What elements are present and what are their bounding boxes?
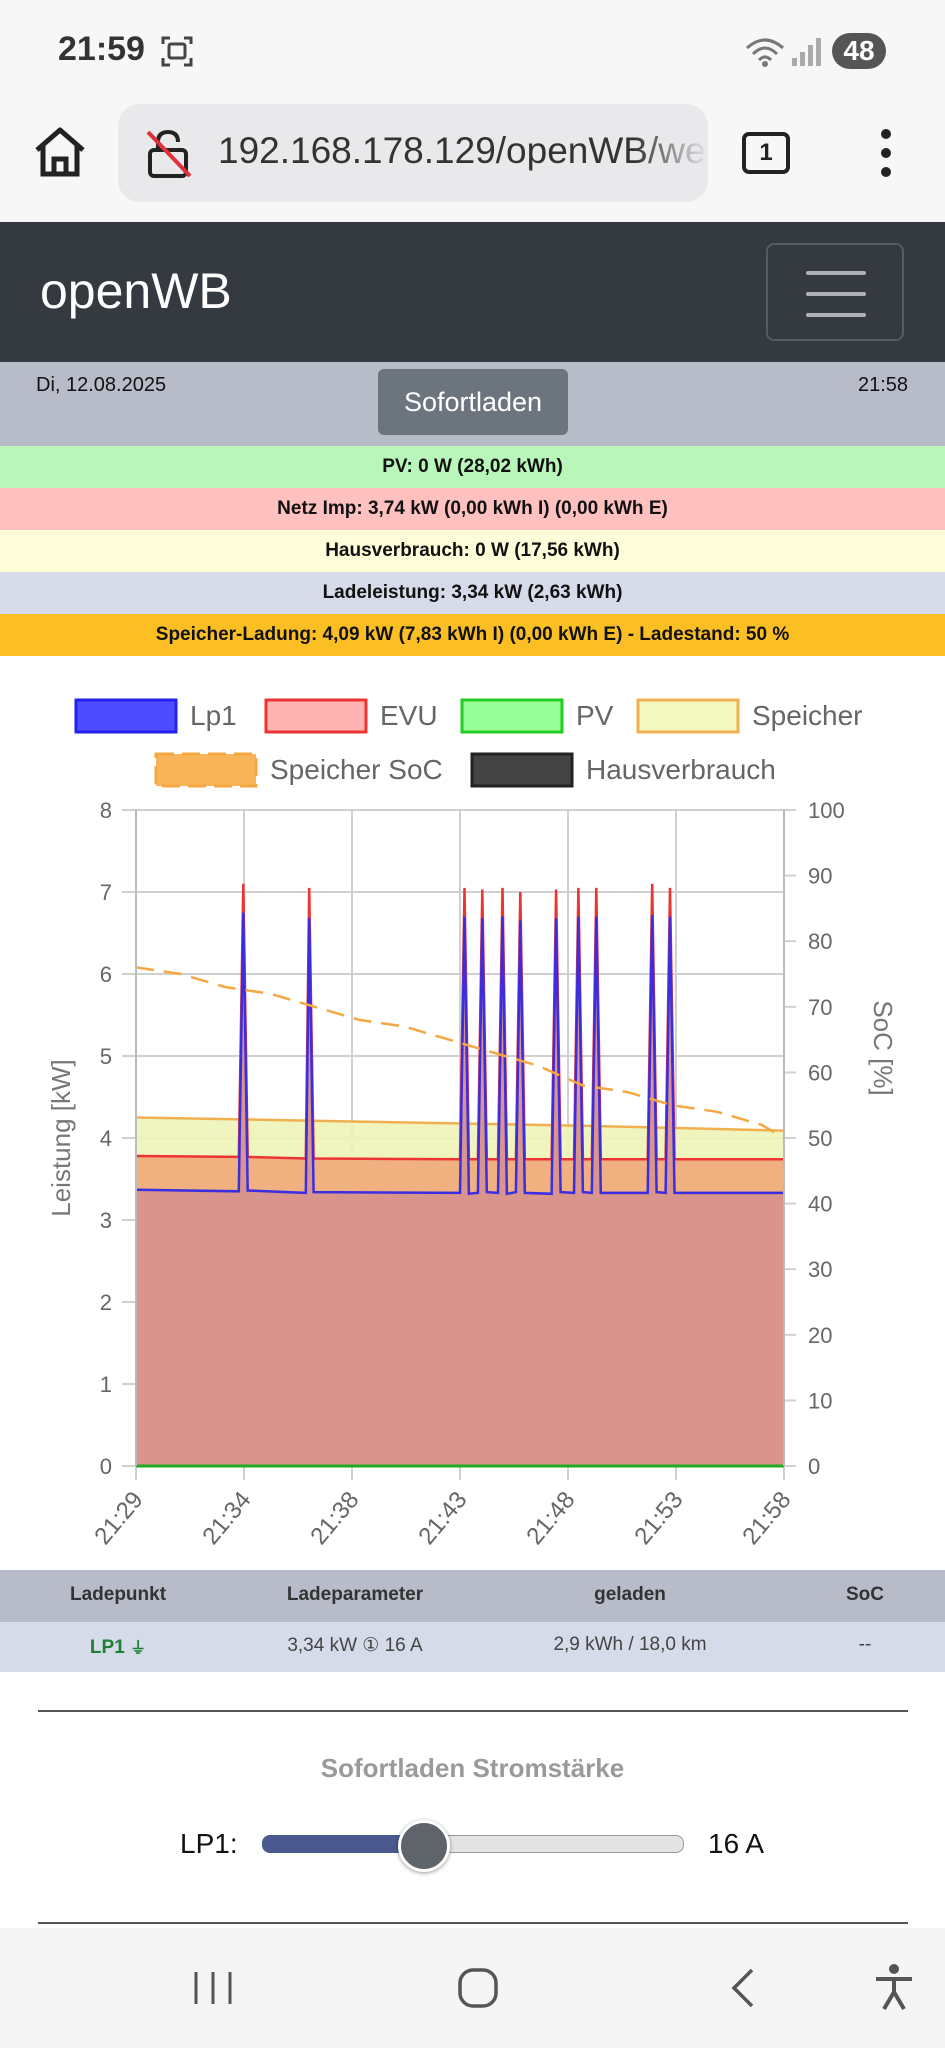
y2-tick-label: 80	[808, 929, 832, 954]
table-row[interactable]	[0, 1622, 945, 1672]
legend-swatch	[154, 752, 258, 788]
status-time: 21:59	[58, 30, 145, 68]
legend-swatch	[74, 698, 178, 734]
legend-label: Speicher SoC	[270, 754, 443, 785]
y2-tick-label: 50	[808, 1126, 832, 1151]
y2-tick-label: 30	[808, 1257, 832, 1282]
lock-off-icon[interactable]	[144, 128, 194, 180]
current-slider-thumb[interactable]	[397, 1820, 450, 1872]
pv-info-row: PV: 0 W (28,02 kWh)	[0, 446, 945, 488]
x-tick-label: 21:48	[521, 1487, 580, 1550]
series-speicher-soc-line	[135, 966, 785, 1140]
y-tick-label: 0	[100, 1454, 112, 1479]
y-tick-label: 3	[100, 1208, 112, 1233]
chargepoint-table-header	[0, 1570, 945, 1622]
url-text[interactable]: 192.168.178.129/openWB/web/	[218, 130, 708, 171]
more-icon[interactable]	[880, 128, 892, 178]
home-nav-icon[interactable]	[456, 1966, 500, 2010]
tabs-icon[interactable]: 1	[742, 132, 790, 174]
charge-parameters: 3,34 kW ① 16 A	[287, 1635, 423, 1656]
back-icon[interactable]	[726, 1966, 760, 2010]
house-consumption-row: Hausverbrauch: 0 W (17,56 kWh)	[0, 530, 945, 572]
system-nav-bar	[0, 1928, 945, 2048]
chargepoint-name[interactable]: LP1 ⏚	[40, 1634, 196, 1659]
legend-label: PV	[576, 700, 614, 731]
y2-tick-label: 0	[808, 1454, 820, 1479]
slider-value: 16 A	[708, 1828, 765, 1859]
header-geladen: geladen	[594, 1584, 666, 1605]
battery-indicator: 48	[832, 33, 886, 69]
brand-title[interactable]: openWB	[40, 263, 232, 319]
header-ladepunkt: Ladepunkt	[69, 1584, 167, 1605]
x-tick-label: 21:34	[197, 1487, 256, 1550]
y-tick-label: 5	[100, 1044, 112, 1069]
legend-swatch	[470, 752, 574, 788]
charge-power-row: Ladeleistung: 3,34 kW (2,63 kWh)	[0, 572, 945, 614]
legend-label: Speicher	[752, 700, 863, 731]
y2-tick-label: 100	[808, 798, 845, 823]
y2-tick-label: 60	[808, 1060, 832, 1085]
date-text: Di, 12.08.2025	[36, 374, 167, 396]
legend-label: EVU	[380, 700, 438, 731]
menu-icon[interactable]	[766, 243, 904, 341]
recents-icon[interactable]	[192, 1968, 234, 2008]
header-ladeparameter: Ladeparameter	[286, 1584, 424, 1605]
y-tick-label: 8	[100, 798, 112, 823]
legend-label: Lp1	[190, 700, 237, 731]
signal-icon	[792, 38, 821, 66]
legend-swatch	[460, 698, 564, 734]
screenshot-icon	[161, 36, 193, 67]
series-lp1-area	[136, 912, 784, 1466]
x-tick-label: 21:29	[89, 1487, 148, 1550]
x-tick-label: 21:38	[305, 1487, 364, 1550]
url-bar[interactable]	[118, 104, 708, 202]
storage-row: Speicher-Ladung: 4,09 kW (7,83 kWh I) (0…	[0, 614, 945, 656]
y-tick-label: 1	[100, 1372, 112, 1397]
series-lp1-line	[135, 912, 784, 1196]
y-tick-label: 7	[100, 880, 112, 905]
legend-label: Hausverbrauch	[586, 754, 776, 785]
y2-tick-label: 40	[808, 1192, 832, 1217]
charge-mode-button[interactable]: Sofortladen	[378, 369, 568, 435]
app-navbar	[0, 222, 945, 362]
y2-tick-label: 20	[808, 1323, 832, 1348]
slider-heading: Sofortladen Stromstärke	[320, 1753, 625, 1783]
x-tick-label: 21:43	[413, 1487, 472, 1550]
divider	[38, 1710, 908, 1712]
legend-swatch	[636, 698, 740, 734]
y2-tick-label: 90	[808, 864, 832, 889]
soc-value: --	[858, 1634, 872, 1655]
current-slider-fill	[262, 1835, 424, 1853]
home-icon[interactable]	[32, 125, 88, 179]
legend-swatch	[264, 698, 368, 734]
y2-tick-label: 10	[808, 1388, 832, 1413]
header-soc: SoC	[846, 1584, 884, 1605]
y-tick-label: 2	[100, 1290, 112, 1315]
status-bar	[0, 0, 945, 100]
x-tick-label: 21:53	[629, 1487, 688, 1550]
y-tick-label: 6	[100, 962, 112, 987]
y-axis-label: Leistung [kW]	[46, 1059, 76, 1217]
time-text: 21:58	[858, 374, 909, 396]
x-tick-label: 21:58	[737, 1487, 796, 1550]
chargepoint-label[interactable]: LP1	[89, 1637, 125, 1658]
y-tick-label: 4	[100, 1126, 112, 1151]
wifi-icon	[746, 38, 784, 67]
slider-label: LP1:	[180, 1828, 238, 1859]
charged-amount: 2,9 kWh / 18,0 km	[553, 1634, 707, 1655]
accessibility-icon[interactable]	[872, 1962, 916, 2012]
y2-axis-label: SoC [%]	[868, 1000, 898, 1095]
grid-info-row: Netz Imp: 3,74 kW (0,00 kWh I) (0,00 kWh…	[0, 488, 945, 530]
power-chart: Lp1 EVU PV Speicher Speicher SoC Hausverbrauc…	[46, 698, 898, 1550]
plug-icon: ⏚	[130, 1640, 147, 1657]
divider	[38, 1922, 908, 1924]
y2-tick-label: 70	[808, 995, 832, 1020]
